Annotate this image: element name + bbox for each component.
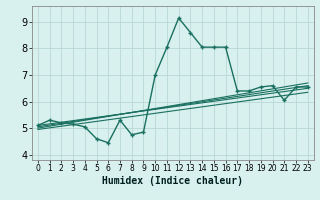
X-axis label: Humidex (Indice chaleur): Humidex (Indice chaleur) bbox=[102, 176, 243, 186]
